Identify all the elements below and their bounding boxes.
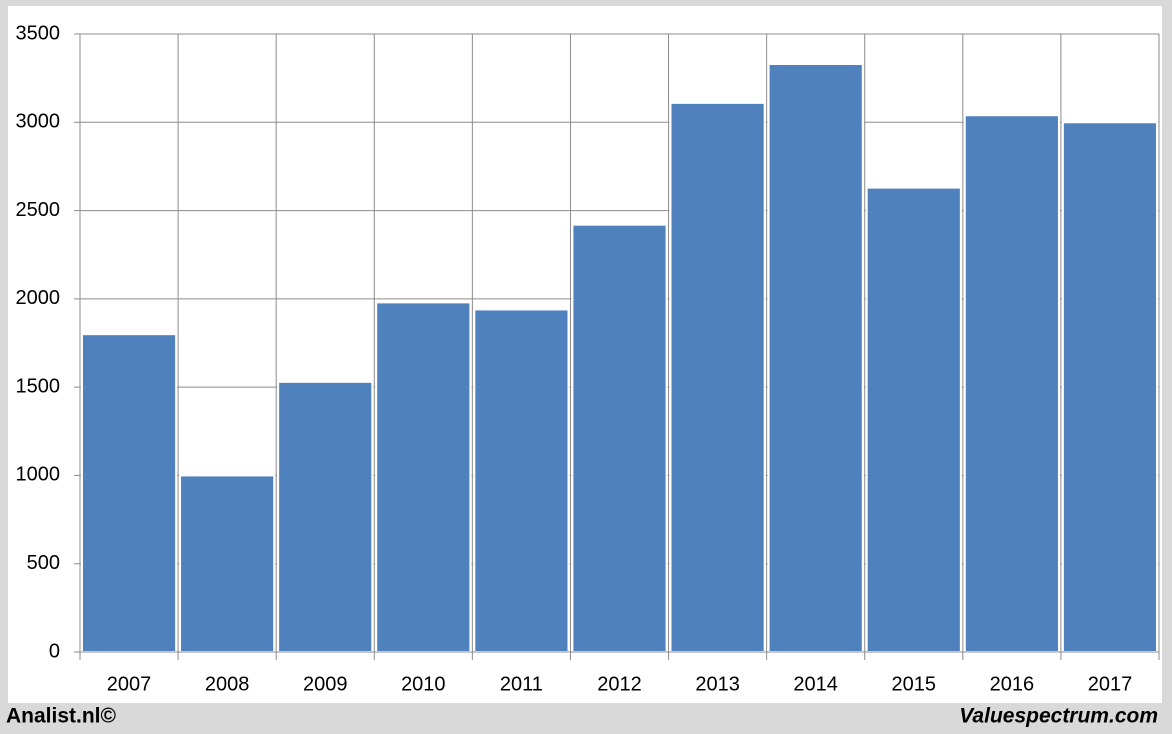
- bar: [767, 63, 864, 653]
- y-tick-label: 3500: [16, 22, 61, 44]
- x-tick-label: 2012: [597, 673, 642, 695]
- bar: [80, 333, 178, 653]
- y-tick-label: 0: [49, 640, 60, 662]
- bar: [473, 308, 570, 653]
- x-tick-label: 2007: [107, 673, 152, 695]
- y-tick-label: 500: [27, 552, 60, 574]
- x-tick-label: 2016: [990, 673, 1035, 695]
- x-tick-label: 2009: [303, 673, 348, 695]
- bar: [179, 474, 276, 653]
- bar: [1061, 121, 1159, 654]
- x-tick-label: 2008: [205, 673, 250, 695]
- source-right: Valuespectrum.com: [959, 705, 1158, 728]
- source-left: Analist.nl©: [6, 705, 117, 728]
- y-tick-label: 3000: [16, 111, 61, 133]
- bar: [669, 101, 766, 653]
- bar: [865, 186, 962, 653]
- bar: [963, 114, 1060, 654]
- x-tick-label: 2017: [1088, 673, 1133, 695]
- y-tick-label: 2000: [16, 287, 61, 309]
- bar: [277, 380, 374, 653]
- bar: [375, 301, 472, 653]
- y-tick-label: 1500: [16, 375, 61, 397]
- y-tick-label: 2500: [16, 199, 61, 221]
- x-tick-label: 2014: [793, 673, 838, 695]
- bar: [571, 223, 668, 653]
- y-tick-label: 1000: [16, 464, 61, 486]
- x-tick-label: 2013: [695, 673, 740, 695]
- x-tick-label: 2010: [401, 673, 446, 695]
- x-tick-label: 2011: [500, 673, 543, 695]
- x-tick-label: 2015: [892, 673, 937, 695]
